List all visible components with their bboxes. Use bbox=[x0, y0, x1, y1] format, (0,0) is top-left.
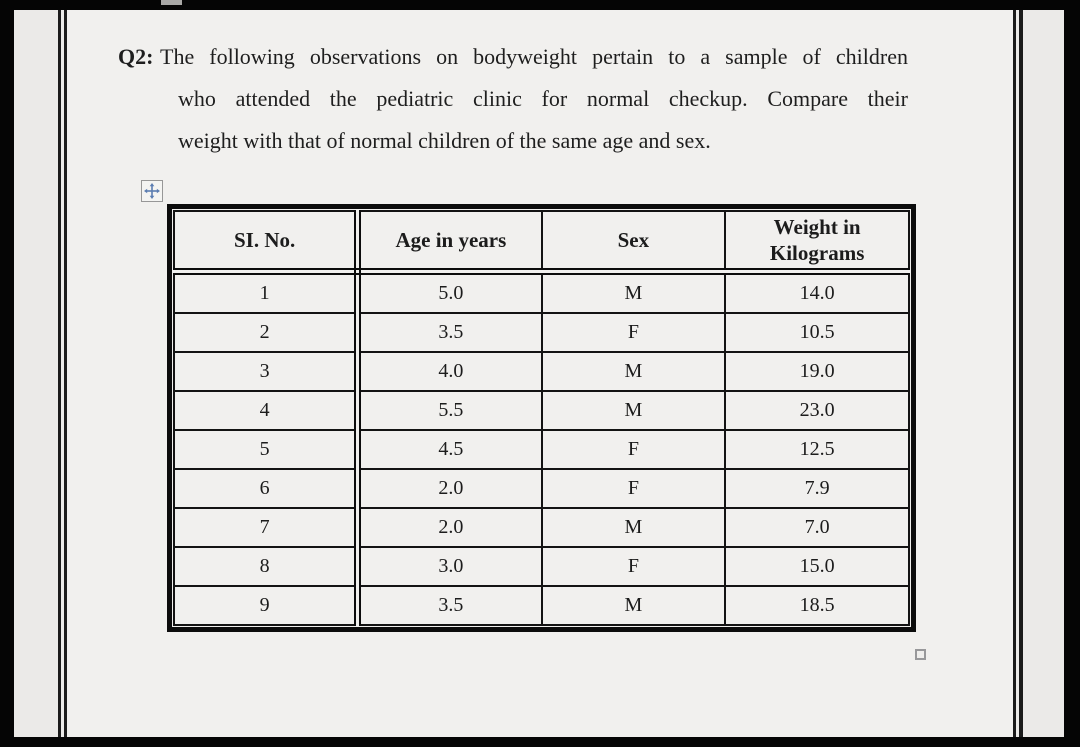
table-row: 3 4.0 M 19.0 bbox=[173, 351, 910, 392]
table-cell: M bbox=[540, 351, 727, 392]
question-line-2: who attended the pediatric clinic for no… bbox=[178, 86, 908, 111]
table-header-row: SI. No. Age in years Sex Weight in Kilog… bbox=[173, 210, 910, 275]
table-cell: 5 bbox=[173, 429, 362, 470]
page-rule-right-inner bbox=[1013, 10, 1016, 737]
table-row: 5 4.5 F 12.5 bbox=[173, 429, 910, 470]
table-header-cell: Age in years bbox=[356, 210, 543, 275]
table-cell: 5.0 bbox=[356, 270, 543, 314]
table-cell: 12.5 bbox=[724, 429, 910, 470]
table-row: 2 3.5 F 10.5 bbox=[173, 312, 910, 353]
table-cell: M bbox=[540, 585, 727, 626]
data-table-wrapper: SI. No. Age in years Sex Weight in Kilog… bbox=[167, 204, 916, 632]
table-cell: 19.0 bbox=[724, 351, 910, 392]
data-table: SI. No. Age in years Sex Weight in Kilog… bbox=[173, 210, 910, 626]
table-row: 4 5.5 M 23.0 bbox=[173, 390, 910, 431]
table-cell: 1 bbox=[173, 270, 362, 314]
table-cell: 3.5 bbox=[356, 312, 543, 353]
letterbox-right-bar bbox=[1064, 0, 1080, 747]
table-cell: 23.0 bbox=[724, 390, 910, 431]
table-header-cell: SI. No. bbox=[173, 210, 362, 275]
table-cell: 3 bbox=[173, 351, 362, 392]
table-cell: 2 bbox=[173, 312, 362, 353]
top-bar-notch bbox=[161, 0, 182, 5]
table-cell: 2.0 bbox=[356, 468, 543, 509]
question-label: Q2: bbox=[118, 44, 154, 69]
table-header-cell: Sex bbox=[540, 210, 727, 275]
table-cell: F bbox=[540, 468, 727, 509]
table-resize-handle[interactable] bbox=[915, 649, 926, 660]
question-line-1: The following observations on bodyweight… bbox=[160, 44, 908, 69]
letterbox-left-bar bbox=[0, 0, 14, 747]
table-row: 9 3.5 M 18.5 bbox=[173, 585, 910, 626]
table-move-handle[interactable] bbox=[141, 180, 163, 202]
table-cell: 4.0 bbox=[356, 351, 543, 392]
table-cell: F bbox=[540, 429, 727, 470]
table-header-cell: Weight in Kilograms bbox=[724, 210, 910, 275]
letterbox-bottom-bar bbox=[0, 737, 1080, 747]
table-cell: 15.0 bbox=[724, 546, 910, 587]
table-cell: 6 bbox=[173, 468, 362, 509]
question-line-3: weight with that of normal children of t… bbox=[178, 128, 711, 153]
table-cell: F bbox=[540, 312, 727, 353]
table-cell: 8 bbox=[173, 546, 362, 587]
table-cell: 18.5 bbox=[724, 585, 910, 626]
table-row: 1 5.0 M 14.0 bbox=[173, 270, 910, 314]
table-cell: 4 bbox=[173, 390, 362, 431]
table-cell: 9 bbox=[173, 585, 362, 626]
table-cell: 10.5 bbox=[724, 312, 910, 353]
table-cell: M bbox=[540, 507, 727, 548]
table-cell: 3.0 bbox=[356, 546, 543, 587]
table-cell: 2.0 bbox=[356, 507, 543, 548]
page-rule-left-outer bbox=[58, 10, 61, 737]
letterbox-top-bar bbox=[0, 0, 1080, 10]
table-cell: 4.5 bbox=[356, 429, 543, 470]
table-row: 8 3.0 F 15.0 bbox=[173, 546, 910, 587]
table-cell: 7.0 bbox=[724, 507, 910, 548]
table-cell: 7 bbox=[173, 507, 362, 548]
table-cell: 3.5 bbox=[356, 585, 543, 626]
table-cell: 14.0 bbox=[724, 270, 910, 314]
table-cell: M bbox=[540, 390, 727, 431]
table-row: 7 2.0 M 7.0 bbox=[173, 507, 910, 548]
table-cell: M bbox=[540, 270, 727, 314]
table-cell: 7.9 bbox=[724, 468, 910, 509]
table-body: 1 5.0 M 14.0 2 3.5 F 10.5 3 4.0 M 19.0 4 5.5 M 23.0 5 4.5… bbox=[173, 270, 910, 626]
page-rule-right-outer bbox=[1019, 10, 1023, 737]
table-cell: 5.5 bbox=[356, 390, 543, 431]
table-row: 6 2.0 F 7.9 bbox=[173, 468, 910, 509]
page-rule-left-inner bbox=[64, 10, 67, 737]
move-cross-icon bbox=[144, 183, 160, 199]
table-cell: F bbox=[540, 546, 727, 587]
